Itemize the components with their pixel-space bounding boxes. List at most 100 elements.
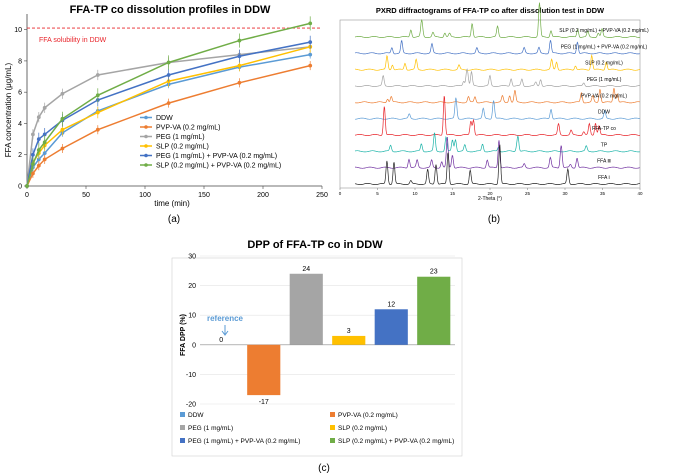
dpp-bar-group: 0 (219, 337, 223, 344)
panel-b-label: (b) (488, 214, 500, 225)
panel-a-x-tick-label: 50 (82, 192, 90, 199)
legend-swatch (330, 438, 335, 443)
panel-c-y-tick-label: -20 (186, 402, 196, 409)
data-point (36, 148, 41, 152)
dpp-bar-value-label: 12 (387, 301, 395, 308)
data-point (308, 21, 313, 26)
pxrd-pattern (354, 95, 640, 136)
panel-c: DPP of FFA-TP co in DDW FFA DPP (%) refe… (171, 239, 463, 474)
pxrd-trace-label: DDW (598, 110, 610, 116)
pxrd-pattern (354, 39, 640, 55)
pxrd-trace-label: FFA-TP co (592, 126, 616, 132)
panel-a-y-tick-label: 0 (18, 184, 22, 191)
panel-a-label: (a) (168, 214, 180, 225)
panel-c-legend-item: SLP (0.2 mg/mL) + PVP-VA (0.2 mg/mL) (330, 438, 454, 445)
panel-c-y-tick-label: 30 (188, 254, 196, 261)
panel-b-x-label: 2-Theta (°) (478, 196, 502, 202)
data-point (95, 93, 100, 98)
panel-c-legend-item: DDW (180, 412, 204, 419)
pxrd-trace-label: FFA Ⅰ (598, 175, 610, 181)
data-point (31, 162, 35, 167)
panel-a-x-label: time (min) (154, 199, 190, 208)
legend-marker (144, 153, 148, 158)
panel-a-y-tick-label: 6 (18, 90, 22, 97)
panel-a-x-tick-label: 150 (198, 192, 210, 199)
data-point (42, 140, 47, 145)
dpp-bar-value-label: 0 (219, 337, 223, 344)
pxrd-pattern (354, 97, 640, 120)
data-point (42, 157, 47, 162)
panel-c-legend-item: PEG (1 mg/mL) (180, 425, 233, 432)
pxrd-trace-1: PEG (1 mg/mL) + PVP-VA (0.2 mg/mL) (354, 39, 648, 55)
data-point (42, 132, 47, 137)
panel-c-title: DPP of FFA-TP co in DDW (247, 239, 383, 251)
data-point (60, 91, 65, 96)
data-point (60, 127, 65, 132)
dpp-bar-group: 12 (374, 301, 408, 345)
legend-label: SLP (0.2 mg/mL) (156, 144, 209, 151)
pxrd-trace-label: TP (601, 142, 608, 148)
dpp-bar (289, 273, 323, 345)
dpp-bar-value-label: 3 (347, 328, 351, 335)
pxrd-pattern (355, 137, 640, 169)
legend-label: PVP-VA (0.2 mg/mL) (156, 125, 220, 132)
pxrd-trace-label: PVP-VA (0.2 mg/mL) (581, 93, 627, 99)
panel-b-x-tick-label: 15 (450, 191, 456, 196)
data-point (166, 73, 171, 77)
legend-label: PEG (1 mg/mL) + PVP-VA (0.2 mg/mL) (156, 153, 277, 160)
panel-c-y-tick-label: -10 (186, 372, 196, 379)
pxrd-trace-0: SLP (0.2 mg/mL) + PVP-VA (0.2 mg/mL) (354, 2, 649, 38)
pxrd-pattern (354, 68, 640, 87)
panel-a-title: FFA-TP co dissolution profiles in DDW (70, 4, 271, 16)
dpp-bar-group: 23 (417, 269, 451, 345)
panel-b-title: PXRD diffractograms of FFA-TP co after d… (376, 6, 605, 15)
data-point (60, 116, 65, 121)
pxrd-trace-5: DDW (354, 97, 640, 120)
panel-c-y-tick-label: 10 (188, 313, 196, 320)
panel-b-x-tick-label: 10 (412, 191, 418, 196)
pxrd-trace-6: FFA-TP co (354, 95, 640, 136)
legend-label: DDW (188, 412, 204, 419)
panel-a-y-tick-label: 8 (18, 58, 22, 65)
data-point (36, 157, 41, 162)
legend-marker (144, 163, 148, 167)
data-point (308, 40, 313, 45)
legend-label: PVP-VA (0.2 mg/mL) (338, 412, 398, 419)
panel-a-y-label: FFA concentration (μg/mL) (4, 62, 13, 157)
data-point (42, 151, 47, 156)
data-point (166, 101, 171, 106)
panel-b-x-tick-label: 5 (376, 191, 379, 196)
pxrd-trace-label: FFA Ⅲ (597, 159, 611, 165)
legend-label: PEG (1 mg/mL) (188, 425, 233, 432)
dpp-bar-value-label: -17 (259, 399, 269, 406)
panel-a-legend-item: SLP (0.2 mg/mL) + PVP-VA (0.2 mg/mL) (140, 163, 281, 170)
pxrd-pattern (355, 88, 640, 104)
pxrd-trace-4: PVP-VA (0.2 mg/mL) (355, 88, 640, 104)
legend-label: PEG (1 mg/mL) + PVP-VA (0.2 mg/mL) (188, 438, 300, 445)
dpp-bar (332, 335, 366, 345)
dpp-bar-group: 3 (332, 328, 366, 345)
pxrd-trace-label: SLP (0.2 mg/mL) (585, 61, 623, 67)
legend-label: SLP (0.2 mg/mL) + PVP-VA (0.2 mg/mL) (156, 163, 281, 170)
data-point (36, 163, 41, 168)
pxrd-trace-7: TP (354, 132, 640, 153)
pxrd-pattern (354, 144, 640, 185)
pxrd-trace-3: PEG (1 mg/mL) (354, 68, 640, 87)
panel-a: FFA-TP co dissolution profiles in DDW FF… (4, 4, 328, 225)
panel-a-y-tick-label: 4 (18, 121, 22, 128)
dpp-bar-group: 24 (289, 266, 323, 345)
data-point (308, 63, 313, 68)
pxrd-trace-label: PEG (1 mg/mL) (587, 77, 622, 83)
panel-b-x-tick-label: 35 (600, 191, 606, 196)
panel-b-x-tick-label: 30 (562, 191, 568, 196)
legend-marker (144, 115, 148, 120)
panel-c-legend-item: PEG (1 mg/mL) + PVP-VA (0.2 mg/mL) (180, 438, 300, 445)
panel-b: PXRD diffractograms of FFA-TP co after d… (339, 2, 649, 225)
panel-c-y-tick-label: 20 (188, 283, 196, 290)
panel-a-legend-item: PEG (1 mg/mL) + PVP-VA (0.2 mg/mL) (140, 153, 277, 160)
panel-a-y-tick-label: 2 (18, 152, 22, 159)
data-point (166, 60, 171, 65)
legend-label: DDW (156, 115, 173, 122)
dpp-bar-value-label: 24 (302, 266, 310, 273)
